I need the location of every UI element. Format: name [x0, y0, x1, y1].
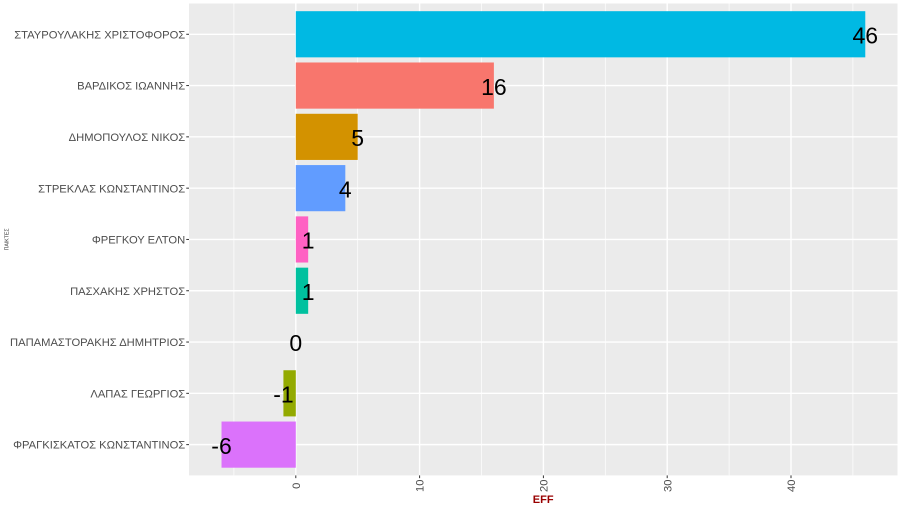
- svg-text:EFF: EFF: [533, 494, 554, 506]
- svg-text:ΔΗΜΟΠΟΥΛΟΣ ΝΙΚΟΣ: ΔΗΜΟΠΟΥΛΟΣ ΝΙΚΟΣ: [69, 132, 186, 144]
- svg-text:ΦΡΑΓΚΙΣΚΑΤΟΣ ΚΩΝΣΤΑΝΤΙΝΟΣ: ΦΡΑΓΚΙΣΚΑΤΟΣ ΚΩΝΣΤΑΝΤΙΝΟΣ: [13, 440, 185, 452]
- svg-text:10: 10: [415, 480, 427, 492]
- svg-text:ΠΑΙΚΤΕΣ: ΠΑΙΚΤΕΣ: [5, 228, 11, 250]
- svg-text:1: 1: [302, 279, 315, 305]
- svg-text:0: 0: [291, 483, 303, 489]
- svg-text:ΣΤΡΕΚΛΑΣ ΚΩΝΣΤΑΝΤΙΝΟΣ: ΣΤΡΕΚΛΑΣ ΚΩΝΣΤΑΝΤΙΝΟΣ: [38, 183, 185, 195]
- svg-text:ΒΑΡΔΙΚΟΣ ΙΩΑΝΝΗΣ: ΒΑΡΔΙΚΟΣ ΙΩΑΝΝΗΣ: [77, 81, 185, 93]
- svg-text:ΠΑΠΑΜΑΣΤΟΡΑΚΗΣ ΔΗΜΗΤΡΙΟΣ: ΠΑΠΑΜΑΣΤΟΡΑΚΗΣ ΔΗΜΗΤΡΙΟΣ: [10, 337, 185, 349]
- svg-text:20: 20: [539, 480, 551, 492]
- svg-text:30: 30: [662, 480, 674, 492]
- svg-text:5: 5: [351, 125, 364, 151]
- svg-text:40: 40: [786, 480, 798, 492]
- svg-text:46: 46: [852, 22, 878, 48]
- svg-text:ΦΡΕΓΚΟΥ ΕΛΤΟΝ: ΦΡΕΓΚΟΥ ΕΛΤΟΝ: [92, 235, 185, 247]
- svg-text:-1: -1: [273, 382, 293, 408]
- svg-text:ΣΤΑΥΡΟΥΛΑΚΗΣ ΧΡΙΣΤΟΦΟΡΟΣ: ΣΤΑΥΡΟΥΛΑΚΗΣ ΧΡΙΣΤΟΦΟΡΟΣ: [14, 29, 185, 41]
- svg-text:4: 4: [339, 176, 352, 202]
- svg-text:-6: -6: [211, 433, 231, 459]
- svg-text:0: 0: [289, 330, 302, 356]
- svg-text:1: 1: [302, 228, 315, 254]
- svg-text:ΛΑΠΑΣ ΓΕΩΡΓΙΟΣ: ΛΑΠΑΣ ΓΕΩΡΓΙΟΣ: [90, 388, 185, 400]
- svg-text:16: 16: [481, 74, 507, 100]
- svg-text:ΠΑΣΧΑΚΗΣ ΧΡΗΣΤΟΣ: ΠΑΣΧΑΚΗΣ ΧΡΗΣΤΟΣ: [70, 286, 185, 298]
